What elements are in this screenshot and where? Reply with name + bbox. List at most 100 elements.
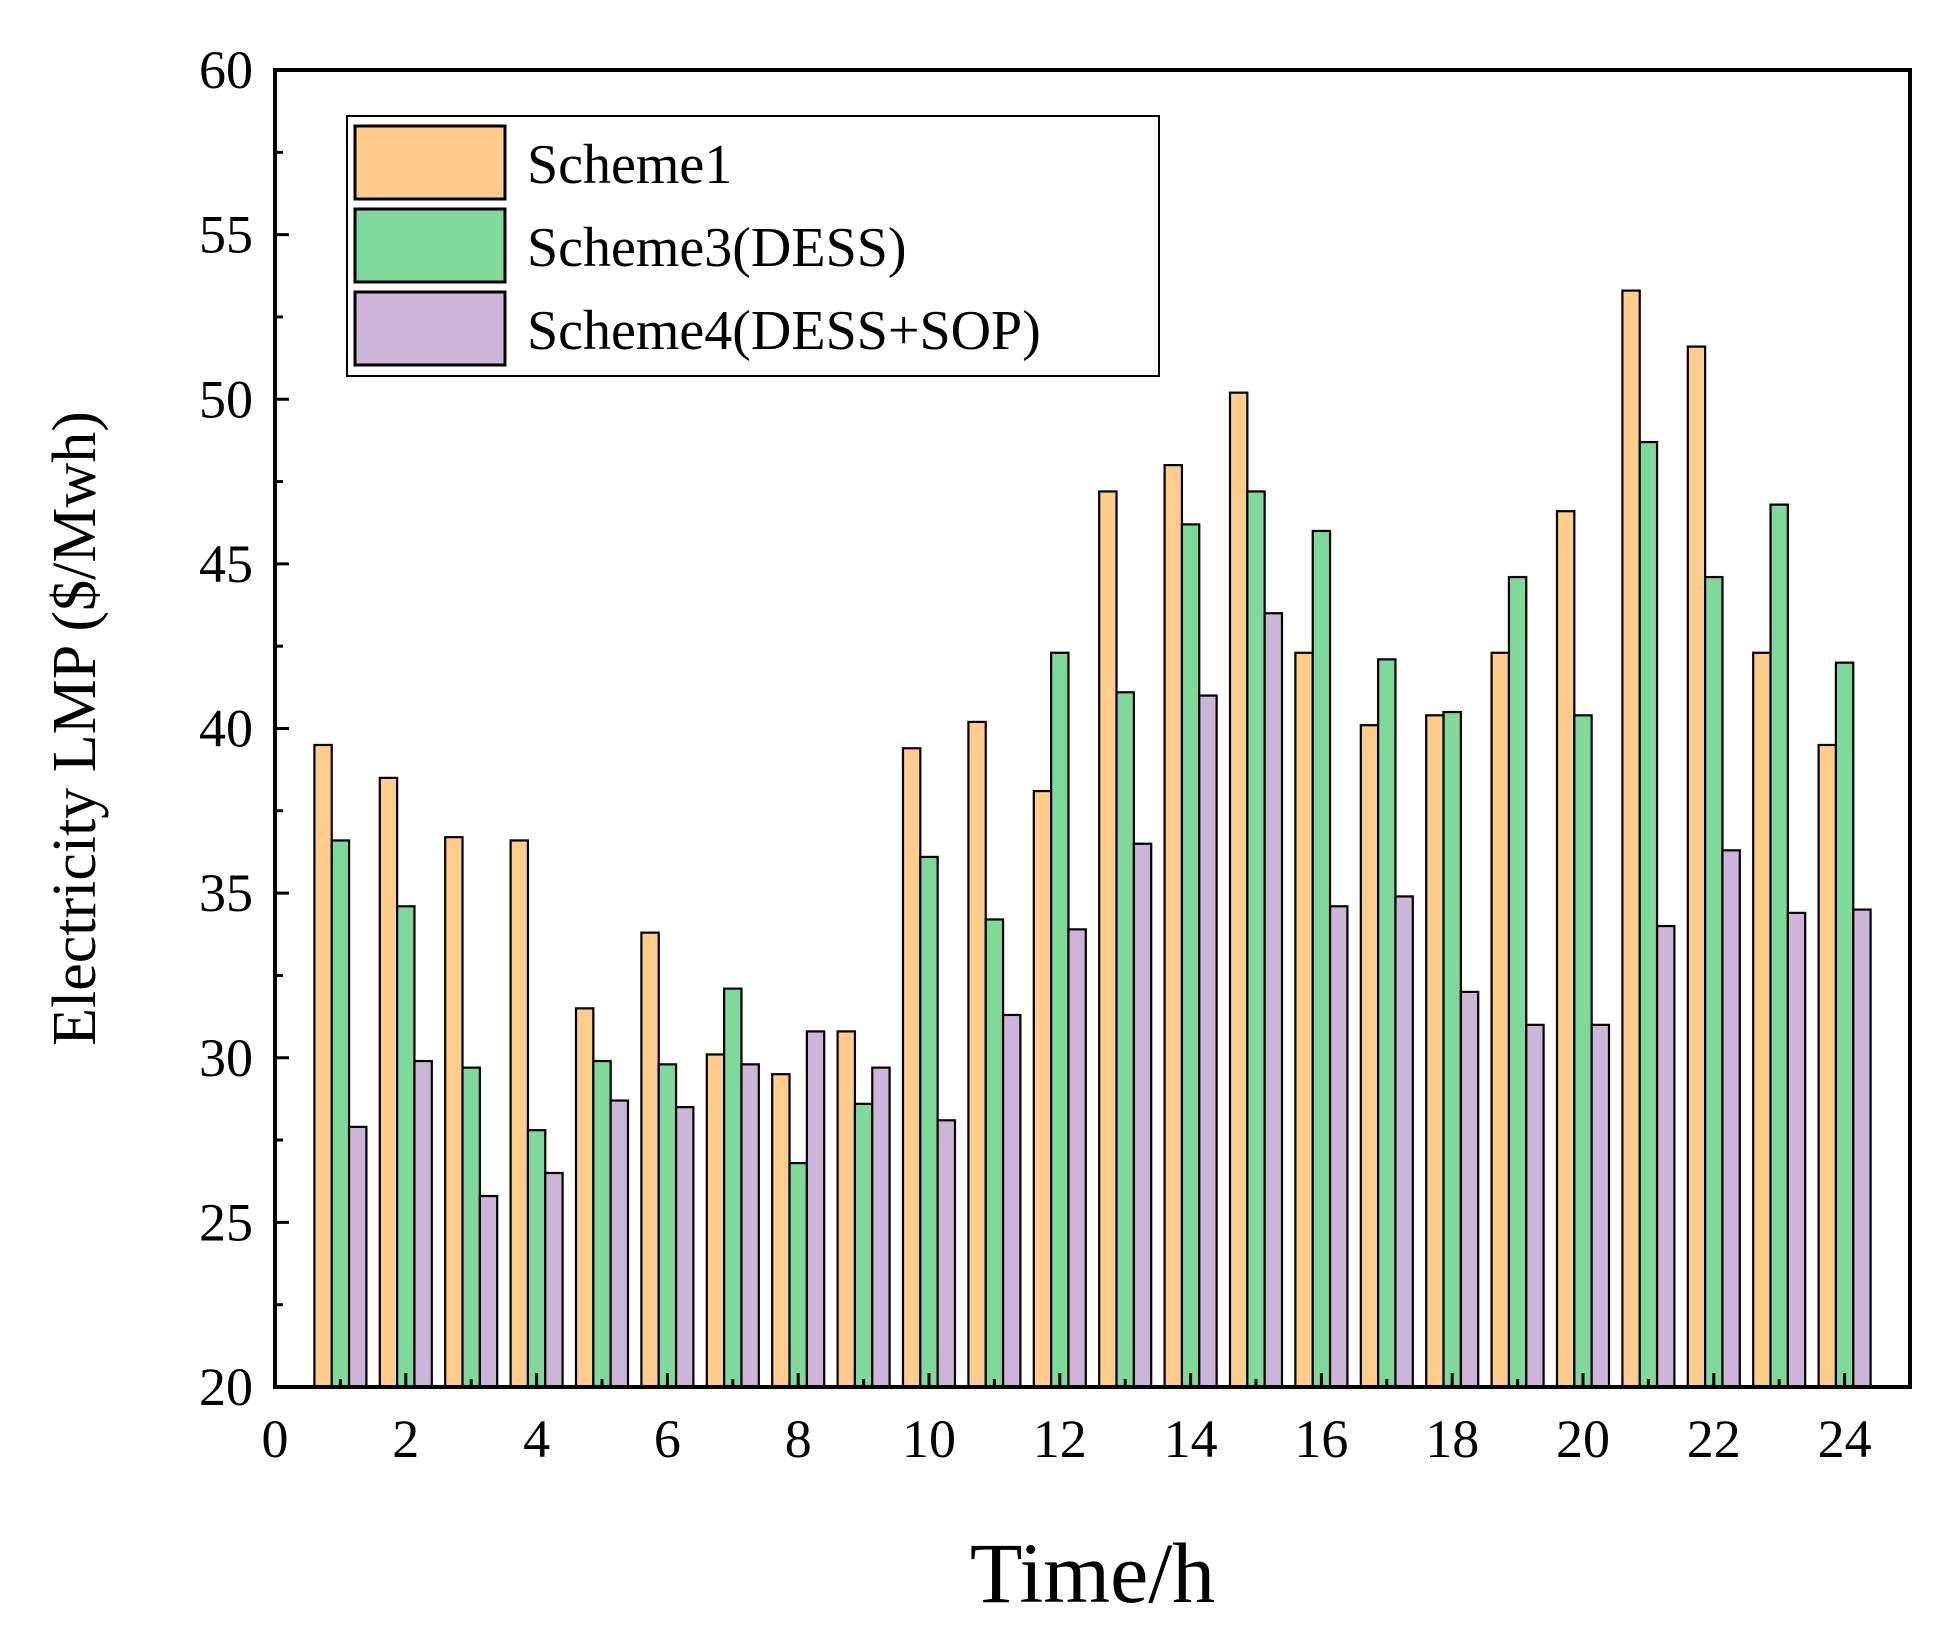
y-tick-label: 40 xyxy=(199,699,253,759)
bar-scheme3-dess-hour-18 xyxy=(1442,710,1462,1389)
x-tick-label: 2 xyxy=(392,1409,419,1469)
bar-scheme1-hour-6 xyxy=(640,931,660,1389)
bar-scheme3-dess-hour-10 xyxy=(919,855,939,1389)
y-tick-label: 25 xyxy=(199,1192,253,1252)
bar-scheme4-dess-sop-hour-20 xyxy=(1590,1023,1611,1389)
bar-scheme1-hour-14 xyxy=(1163,464,1184,1389)
bar-scheme1-hour-5 xyxy=(574,1007,595,1389)
bar-scheme1-hour-10 xyxy=(901,747,922,1389)
bar-scheme4-dess-sop-hour-8 xyxy=(805,1030,826,1389)
bar-scheme4-dess-sop-hour-16 xyxy=(1328,905,1349,1389)
bar-scheme1-hour-2 xyxy=(378,776,399,1389)
y-axis-title: Electricity LMP ($/Mwh) xyxy=(41,411,109,1046)
bar-scheme1-hour-24 xyxy=(1817,743,1838,1389)
y-tick-label: 50 xyxy=(199,369,253,429)
x-tick-label: 0 xyxy=(262,1409,289,1469)
bar-scheme1-hour-1 xyxy=(313,743,333,1389)
y-tick-label: 35 xyxy=(199,863,253,923)
legend-label: Scheme4(DESS+SOP) xyxy=(527,300,1041,362)
legend: Scheme1 Scheme3(DESS) Scheme4(DESS+SOP) xyxy=(346,115,1160,377)
bar-scheme1-hour-18 xyxy=(1425,714,1445,1389)
x-tick-label: 4 xyxy=(523,1409,550,1469)
legend-label: Scheme3(DESS) xyxy=(527,217,907,279)
y-tick-label: 45 xyxy=(199,534,253,594)
bar-scheme3-dess-hour-2 xyxy=(396,905,416,1389)
bar-scheme1-hour-13 xyxy=(1098,490,1118,1389)
x-tick-label: 10 xyxy=(902,1409,956,1469)
bar-scheme1-hour-20 xyxy=(1555,510,1576,1389)
x-tick-label: 8 xyxy=(785,1409,812,1469)
bar-scheme4-dess-sop-hour-10 xyxy=(936,1119,957,1389)
bar-scheme1-hour-19 xyxy=(1490,651,1511,1389)
bar-scheme3-dess-hour-1 xyxy=(330,839,351,1389)
plot-frame xyxy=(273,68,1912,1389)
bar-scheme1-hour-12 xyxy=(1032,789,1053,1389)
bar-scheme1-hour-11 xyxy=(967,720,987,1389)
x-tick-label: 20 xyxy=(1556,1409,1610,1469)
bar-scheme4-dess-sop-hour-19 xyxy=(1525,1023,1545,1389)
legend-swatch xyxy=(353,207,507,284)
bar-scheme3-dess-hour-13 xyxy=(1115,691,1135,1389)
bar-scheme1-hour-17 xyxy=(1359,724,1380,1389)
x-axis-title: Time/h xyxy=(970,1525,1215,1621)
bar-scheme1-hour-23 xyxy=(1752,651,1772,1389)
x-tick-label: 6 xyxy=(654,1409,681,1469)
legend-label: Scheme1 xyxy=(527,134,732,196)
x-tick-label: 24 xyxy=(1818,1409,1872,1469)
x-tick-label: 14 xyxy=(1164,1409,1218,1469)
bar-scheme4-dess-sop-hour-2 xyxy=(413,1059,433,1389)
bar-scheme4-dess-sop-hour-12 xyxy=(1067,928,1087,1389)
bar-scheme4-dess-sop-hour-3 xyxy=(478,1194,499,1389)
bar-scheme3-dess-hour-7 xyxy=(723,987,743,1389)
bar-scheme3-dess-hour-6 xyxy=(657,1063,678,1389)
bar-scheme3-dess-hour-9 xyxy=(853,1102,874,1389)
bar-scheme3-dess-hour-5 xyxy=(592,1059,612,1389)
x-tick-label: 18 xyxy=(1425,1409,1479,1469)
bar-scheme3-dess-hour-22 xyxy=(1704,575,1724,1389)
bar-scheme3-dess-hour-19 xyxy=(1507,575,1528,1389)
x-tick-label: 22 xyxy=(1687,1409,1741,1469)
y-tick-label: 20 xyxy=(199,1357,253,1417)
bar-scheme1-hour-7 xyxy=(705,1053,726,1389)
bar-scheme1-hour-22 xyxy=(1686,345,1707,1389)
bar-scheme3-dess-hour-24 xyxy=(1834,661,1855,1389)
bar-scheme4-dess-sop-hour-14 xyxy=(1198,694,1218,1389)
bar-scheme3-dess-hour-12 xyxy=(1050,651,1070,1389)
bar-scheme4-dess-sop-hour-11 xyxy=(1001,1013,1022,1389)
bar-scheme3-dess-hour-15 xyxy=(1246,490,1266,1389)
bar-scheme3-dess-hour-20 xyxy=(1573,714,1593,1389)
bar-scheme1-hour-3 xyxy=(444,836,464,1389)
bar-scheme4-dess-sop-hour-23 xyxy=(1786,911,1807,1389)
x-tick-label: 12 xyxy=(1033,1409,1087,1469)
bar-scheme4-dess-sop-hour-22 xyxy=(1721,849,1741,1389)
bar-scheme4-dess-sop-hour-18 xyxy=(1459,990,1480,1389)
bar-scheme3-dess-hour-14 xyxy=(1180,523,1201,1389)
bar-scheme4-dess-sop-hour-21 xyxy=(1655,924,1676,1389)
bar-scheme4-dess-sop-hour-4 xyxy=(544,1171,564,1389)
bar-scheme3-dess-hour-17 xyxy=(1377,658,1397,1389)
bar-scheme3-dess-hour-23 xyxy=(1769,503,1789,1389)
bar-scheme4-dess-sop-hour-15 xyxy=(1263,612,1284,1389)
bar-scheme4-dess-sop-hour-13 xyxy=(1132,842,1153,1389)
bar-scheme3-dess-hour-11 xyxy=(984,918,1005,1389)
bar-scheme3-dess-hour-21 xyxy=(1638,440,1659,1389)
x-tick-label: 16 xyxy=(1294,1409,1348,1469)
bar-scheme1-hour-4 xyxy=(509,839,530,1389)
bar-scheme3-dess-hour-16 xyxy=(1311,529,1332,1389)
y-tick-label: 30 xyxy=(199,1028,253,1088)
bar-scheme4-dess-sop-hour-7 xyxy=(740,1063,760,1389)
bar-scheme4-dess-sop-hour-5 xyxy=(609,1099,630,1389)
legend-swatch xyxy=(353,290,507,367)
bar-scheme3-dess-hour-8 xyxy=(788,1162,808,1389)
bar-scheme4-dess-sop-hour-1 xyxy=(347,1125,368,1389)
bar-scheme4-dess-sop-hour-6 xyxy=(674,1106,695,1389)
bar-scheme1-hour-8 xyxy=(771,1073,791,1389)
y-tick-label: 55 xyxy=(199,205,253,265)
bar-scheme1-hour-15 xyxy=(1228,391,1249,1389)
bar-scheme4-dess-sop-hour-17 xyxy=(1394,895,1414,1389)
bar-scheme1-hour-16 xyxy=(1294,651,1314,1389)
bar-scheme3-dess-hour-3 xyxy=(461,1066,481,1389)
legend-swatch xyxy=(353,124,507,201)
bar-scheme4-dess-sop-hour-9 xyxy=(871,1066,891,1389)
